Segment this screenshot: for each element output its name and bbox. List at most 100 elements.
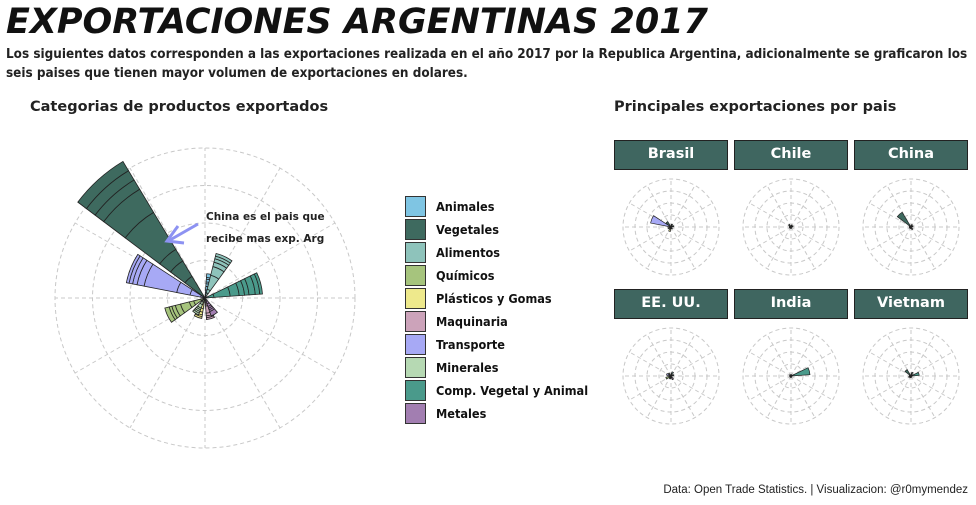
- annotation-arrow-head: [164, 225, 185, 245]
- grid-ring: [622, 178, 720, 276]
- facet-chart-vietnam: [862, 327, 960, 425]
- grid-spoke: [749, 375, 792, 401]
- legend-label: Vegetales: [436, 222, 499, 237]
- chart-subtitle: Los siguientes datos corresponden a las …: [6, 47, 968, 81]
- facet-bar-metales: [790, 375, 793, 378]
- bar-maquinaria-segment-8: [205, 315, 216, 320]
- facet-bar-comp-vegetal-y-animal: [670, 374, 675, 377]
- main-polar-bars: [77, 160, 263, 323]
- grid-spoke: [204, 222, 336, 299]
- legend-label: Transporte: [436, 337, 505, 352]
- grid-ring: [898, 363, 924, 389]
- grid-spoke: [670, 202, 713, 228]
- grid-ring: [742, 178, 840, 276]
- grid-spoke: [129, 167, 206, 299]
- grid-spoke: [886, 334, 912, 377]
- main-annotation: China es el pais que recibe mas exp. Arg: [164, 211, 325, 245]
- facet-bar-metales: [790, 226, 793, 229]
- grid-ring: [778, 214, 804, 240]
- bar-comp-vegetal-y-animal-segment-8: [253, 272, 263, 295]
- facet-bar-alimentos: [670, 223, 674, 228]
- facet-bar-transporte: [908, 225, 912, 228]
- bar-transporte-segment-8: [125, 253, 141, 284]
- grid-ring: [862, 327, 960, 425]
- facet-chart-chile: [742, 178, 840, 276]
- grid-spoke: [790, 226, 833, 252]
- facet-bar-metales: [910, 226, 914, 231]
- grid-spoke: [886, 226, 912, 269]
- facet-bar-minerales: [668, 375, 672, 380]
- legend-label: Animales: [436, 199, 495, 214]
- facet-bar-transporte: [666, 373, 672, 377]
- grid-spoke: [670, 375, 713, 401]
- legend-label: Plásticos y Gomas: [436, 291, 552, 306]
- legend-key: [405, 311, 426, 332]
- facet-strip-china: China: [854, 140, 968, 170]
- legend-key: [405, 288, 426, 309]
- grid-spoke: [670, 185, 696, 228]
- grid-spoke: [629, 351, 672, 377]
- facet-bar-minerales: [909, 226, 912, 230]
- facet-bar-transporte: [788, 225, 792, 228]
- grid-ring: [658, 363, 684, 389]
- grid-spoke: [646, 375, 672, 418]
- grid-ring: [129, 222, 281, 374]
- facet-bar-transporte: [908, 374, 912, 377]
- grid-spoke: [766, 334, 792, 377]
- facet-strip-chile: Chile: [734, 140, 848, 170]
- grid-spoke: [790, 185, 816, 228]
- facet-strip-india: India: [734, 289, 848, 319]
- legend-label: Comp. Vegetal y Animal: [436, 383, 589, 398]
- grid-ring: [862, 178, 960, 276]
- bar-qu-micos-segment-8: [164, 306, 176, 323]
- grid-spoke: [646, 334, 672, 377]
- facet-bar-metales: [910, 375, 913, 378]
- grid-spoke: [204, 297, 336, 374]
- facet-bar-vegetales: [896, 211, 912, 228]
- grid-spoke: [749, 351, 792, 377]
- grid-spoke: [910, 375, 936, 418]
- facet-bar-comp-vegetal-y-animal: [790, 367, 811, 377]
- legend-key: [405, 219, 426, 240]
- legend-key: [405, 242, 426, 263]
- legend-key: [405, 196, 426, 217]
- grid-ring: [742, 327, 840, 425]
- facet-bar-alimentos: [910, 371, 914, 377]
- legend-key: [405, 357, 426, 378]
- facet-bar-comp-vegetal-y-animal: [910, 371, 920, 377]
- facet-chart-brasil: [622, 178, 720, 276]
- grid-spoke: [910, 226, 953, 252]
- grid-ring: [622, 327, 720, 425]
- grid-spoke: [670, 334, 696, 377]
- grid-spoke: [646, 185, 672, 228]
- grid-spoke: [766, 185, 792, 228]
- grid-spoke: [869, 375, 912, 401]
- facet-chart-india: [742, 327, 840, 425]
- grid-ring: [658, 214, 684, 240]
- facet-bar-comp-vegetal-y-animal: [670, 225, 675, 228]
- facet-strip-brasil: Brasil: [614, 140, 728, 170]
- annotation-text-line2: recibe mas exp. Arg: [206, 233, 324, 245]
- facet-strip-vietnam: Vietnam: [854, 289, 968, 319]
- grid-spoke: [790, 334, 816, 377]
- grid-ring: [778, 363, 804, 389]
- facet-bar-minerales: [909, 375, 912, 379]
- grid-spoke: [670, 226, 713, 252]
- facet-chart-ee-uu-: [622, 327, 720, 425]
- grid-ring: [898, 214, 924, 240]
- facet-bar-alimentos: [910, 224, 913, 228]
- facet-bar-minerales: [669, 226, 672, 230]
- legend-key: [405, 334, 426, 355]
- bar-alimentos-segment-8: [214, 252, 233, 264]
- facet-bar-vegetales: [665, 221, 672, 228]
- facet-chart-china: [862, 178, 960, 276]
- grid-spoke: [129, 297, 206, 429]
- legend-label: Maquinaria: [436, 314, 508, 329]
- grid-spoke: [204, 297, 281, 429]
- grid-spoke: [910, 226, 936, 269]
- bar-comp-vegetal-y-animal-segment-2: [212, 286, 231, 298]
- grid-spoke: [670, 226, 696, 269]
- facet-bar-metales: [670, 226, 673, 230]
- legend-key: [405, 403, 426, 424]
